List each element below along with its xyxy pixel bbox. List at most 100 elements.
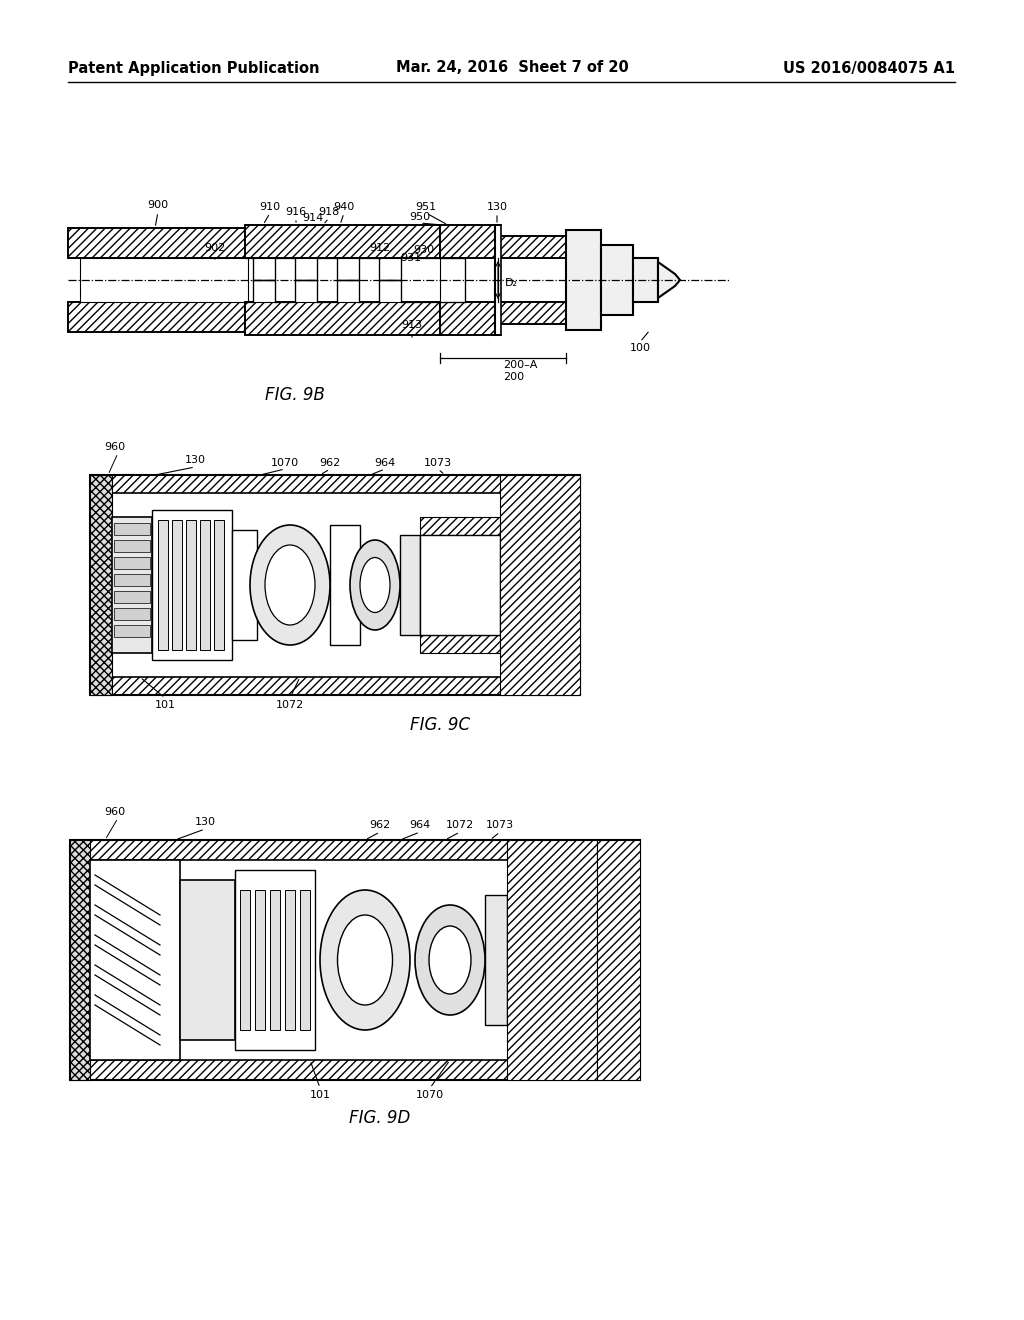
Text: 130: 130 xyxy=(184,455,206,465)
Text: 951: 951 xyxy=(416,202,436,213)
Text: 914: 914 xyxy=(302,213,324,223)
Bar xyxy=(440,302,498,335)
Text: 910: 910 xyxy=(259,202,281,213)
Bar xyxy=(90,475,580,492)
Text: 930: 930 xyxy=(413,246,434,255)
Bar xyxy=(440,224,498,257)
Bar xyxy=(245,302,440,335)
Bar xyxy=(507,840,597,1080)
Text: 918: 918 xyxy=(318,207,340,216)
Text: 130: 130 xyxy=(486,202,508,213)
Text: 101: 101 xyxy=(155,700,175,710)
Bar xyxy=(114,591,150,603)
Bar xyxy=(337,257,359,280)
Bar xyxy=(400,535,420,635)
Bar xyxy=(68,302,253,333)
Bar xyxy=(295,280,317,302)
Bar xyxy=(245,224,440,257)
Bar xyxy=(255,890,265,1030)
Bar xyxy=(114,609,150,620)
Ellipse shape xyxy=(360,557,390,612)
Bar xyxy=(566,230,601,330)
Bar xyxy=(68,302,253,333)
Bar xyxy=(420,535,500,635)
Bar xyxy=(601,246,633,315)
Bar xyxy=(498,302,566,323)
Polygon shape xyxy=(658,261,680,298)
Text: 960: 960 xyxy=(104,442,126,451)
Text: FIG. 9D: FIG. 9D xyxy=(349,1109,411,1127)
Text: 964: 964 xyxy=(410,820,431,830)
Bar xyxy=(70,840,90,1080)
Bar xyxy=(337,280,359,302)
Bar xyxy=(152,510,232,660)
Text: 100: 100 xyxy=(630,343,650,352)
Text: 101: 101 xyxy=(309,1090,331,1100)
Ellipse shape xyxy=(338,915,392,1005)
Bar xyxy=(200,520,210,649)
Bar xyxy=(379,257,401,280)
Bar xyxy=(270,890,280,1030)
Text: 1070: 1070 xyxy=(416,1090,444,1100)
Bar xyxy=(112,517,152,653)
Text: Patent Application Publication: Patent Application Publication xyxy=(68,61,319,75)
Bar xyxy=(172,520,182,649)
Bar xyxy=(330,525,360,645)
Bar xyxy=(597,840,640,1080)
Ellipse shape xyxy=(415,906,485,1015)
Bar xyxy=(90,475,580,696)
Bar xyxy=(485,895,507,1026)
Bar xyxy=(68,228,253,257)
Bar xyxy=(500,475,580,696)
Bar xyxy=(186,520,196,649)
Bar xyxy=(300,890,310,1030)
Bar xyxy=(180,880,234,1040)
Bar xyxy=(114,523,150,535)
Bar xyxy=(80,257,248,302)
Text: FIG. 9C: FIG. 9C xyxy=(410,715,470,734)
Ellipse shape xyxy=(350,540,400,630)
Ellipse shape xyxy=(429,927,471,994)
Bar xyxy=(633,257,658,302)
Bar xyxy=(214,520,224,649)
Text: Mar. 24, 2016  Sheet 7 of 20: Mar. 24, 2016 Sheet 7 of 20 xyxy=(395,61,629,75)
Bar xyxy=(498,236,566,257)
Text: 1072: 1072 xyxy=(275,700,304,710)
Text: 912: 912 xyxy=(370,243,390,253)
Bar xyxy=(498,236,566,257)
Text: 931: 931 xyxy=(400,253,421,263)
Text: 1072: 1072 xyxy=(445,820,474,830)
Text: 902: 902 xyxy=(205,243,225,253)
Bar xyxy=(245,302,440,335)
Bar xyxy=(295,257,317,280)
Text: D₂: D₂ xyxy=(505,279,518,288)
Bar xyxy=(90,475,112,696)
Text: 200: 200 xyxy=(503,372,524,381)
Bar xyxy=(420,635,500,653)
Bar xyxy=(114,557,150,569)
Text: 130: 130 xyxy=(195,817,215,828)
Bar xyxy=(234,870,315,1049)
Bar xyxy=(498,302,566,323)
Bar xyxy=(440,224,498,257)
Text: 1070: 1070 xyxy=(271,458,299,469)
Bar xyxy=(245,224,440,257)
Text: 916: 916 xyxy=(286,207,306,216)
Bar xyxy=(70,1060,640,1080)
Text: 900: 900 xyxy=(147,201,169,210)
Ellipse shape xyxy=(319,890,410,1030)
Bar xyxy=(158,520,168,649)
Bar xyxy=(114,574,150,586)
Text: 950: 950 xyxy=(410,213,430,222)
Text: 913: 913 xyxy=(401,319,423,330)
Text: FIG. 9B: FIG. 9B xyxy=(265,385,325,404)
Text: US 2016/0084075 A1: US 2016/0084075 A1 xyxy=(783,61,955,75)
Bar xyxy=(440,302,498,335)
Bar xyxy=(90,861,180,1060)
Bar xyxy=(90,677,580,696)
Bar xyxy=(379,280,401,302)
Text: 962: 962 xyxy=(370,820,390,830)
Bar xyxy=(70,840,640,1080)
Ellipse shape xyxy=(265,545,315,624)
Bar xyxy=(68,228,253,257)
